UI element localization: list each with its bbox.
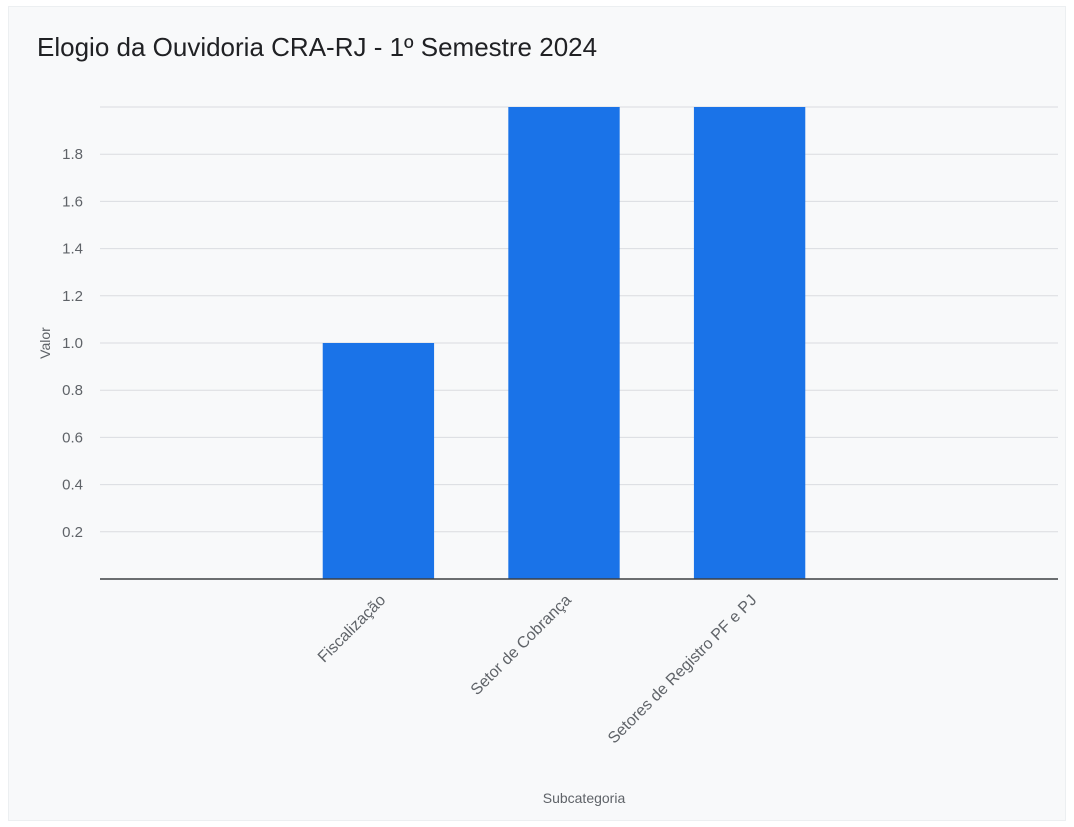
x-axis-label: Subcategoria	[543, 790, 626, 806]
chart-title: Elogio da Ouvidoria CRA-RJ - 1º Semestre…	[37, 32, 598, 62]
bar	[508, 107, 620, 579]
y-tick-label: 1.4	[62, 241, 83, 258]
x-tick-label: Setores de Registro PF e PJ	[605, 592, 760, 747]
x-axis-ticks: Fiscalização Setor de Cobrança Setores de …	[315, 592, 760, 747]
y-axis-ticks: 0.2 0.4 0.6 0.8 1.0 1.2 1.4 1.6 1.8	[62, 146, 83, 541]
x-tick-label: Setor de Cobrança	[468, 592, 575, 699]
bars	[322, 107, 806, 579]
y-tick-label: 1.2	[62, 288, 83, 305]
y-axis-label: Valor	[37, 327, 53, 359]
bar	[693, 107, 806, 579]
y-tick-label: 0.6	[62, 429, 83, 446]
y-tick-label: 0.4	[62, 477, 83, 494]
y-tick-label: 0.2	[62, 524, 83, 541]
y-tick-label: 1.6	[62, 193, 83, 210]
x-tick-label: Fiscalização	[315, 592, 389, 666]
y-tick-label: 1.0	[62, 335, 83, 352]
y-tick-label: 1.8	[62, 146, 83, 163]
y-tick-label: 0.8	[62, 382, 83, 399]
bar	[322, 343, 435, 579]
